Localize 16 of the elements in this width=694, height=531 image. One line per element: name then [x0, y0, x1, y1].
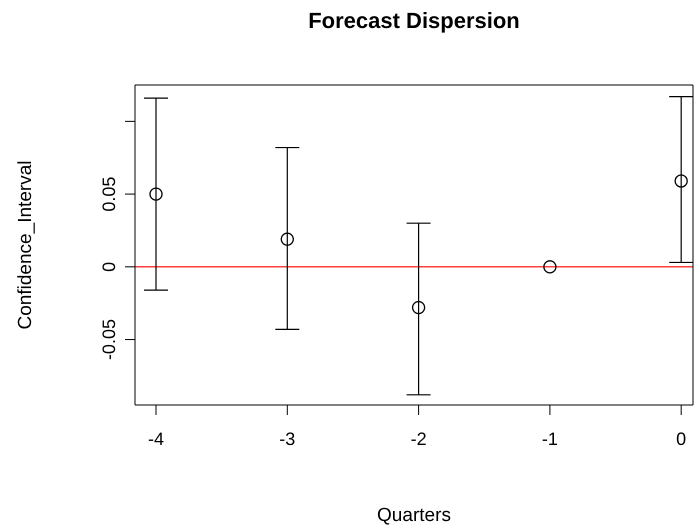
point — [412, 300, 426, 314]
x-tick-label: -2 — [410, 429, 427, 449]
y-axis-title: Confidence_Interval — [14, 160, 37, 332]
point — [149, 187, 163, 201]
point — [543, 260, 557, 274]
point — [280, 232, 294, 246]
x-tick-label: -3 — [279, 429, 296, 449]
y-tick-label: 0.05 — [99, 176, 119, 212]
y-tick-label: 0 — [99, 262, 119, 272]
x-tick-label: -1 — [542, 429, 558, 449]
x-tick-label: -4 — [148, 429, 164, 449]
x-tick-label: 0 — [676, 429, 686, 449]
point — [674, 174, 688, 188]
y-tick-label: -0.05 — [99, 319, 119, 360]
chart-title: Forecast Dispersion — [307, 8, 521, 34]
x-axis-title: Quarters — [376, 505, 452, 527]
